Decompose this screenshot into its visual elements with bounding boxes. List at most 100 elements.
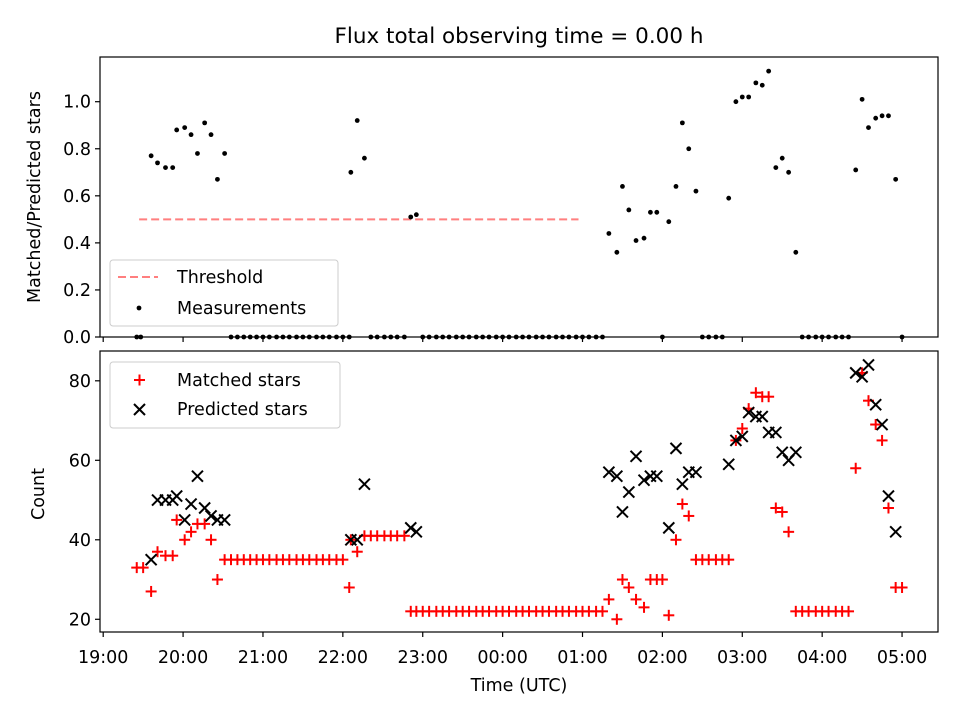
- matched-star-point: [199, 518, 211, 530]
- measurement-point: [746, 94, 752, 100]
- measurement-point: [408, 214, 414, 220]
- top-panel: 0.0 0.2 0.4 0.6 0.8 1.0 Matched/Predicted sta…: [25, 56, 939, 348]
- measurement-point: [893, 176, 899, 182]
- top-y-tick-label: 0.4: [63, 234, 91, 254]
- measurement-point: [686, 146, 692, 152]
- matched-star-point: [843, 605, 855, 617]
- measurement-point: [148, 153, 154, 159]
- predicted-star-point: [616, 505, 629, 519]
- measurement-point: [195, 151, 200, 156]
- top-y-tick-label: 0.6: [63, 187, 91, 207]
- measurement-point: [163, 165, 168, 170]
- predicted-star-point: [849, 366, 862, 380]
- x-tick-label: 20:00: [158, 648, 208, 668]
- predicted-star-point: [869, 398, 882, 411]
- top-axes-frame: [99, 56, 939, 338]
- measurement-point: [170, 165, 176, 170]
- predicted-star-point: [404, 521, 417, 535]
- measurement-point: [620, 184, 625, 189]
- measurement-point: [155, 160, 160, 166]
- measurement-point: [222, 151, 228, 156]
- predicted-star-point: [789, 446, 803, 459]
- matched-star-point: [179, 534, 191, 546]
- measurement-point: [886, 113, 891, 119]
- top-y-axis: 0.0 0.2 0.4 0.6 0.8 1.0: [63, 93, 100, 348]
- legend-measurements-label: Measurements: [177, 299, 306, 319]
- matched-star-point: [167, 550, 179, 562]
- predicted-star-point: [602, 466, 616, 479]
- matched-star-point: [596, 605, 608, 617]
- predicted-star-point: [889, 525, 902, 539]
- bottom-legend: Matched stars Predicted stars: [109, 361, 341, 429]
- bottom-y-tick-label: 60: [69, 451, 91, 471]
- predicted-star-point: [184, 497, 198, 511]
- bottom-y-axis: 20 40 60 80: [69, 372, 100, 630]
- predicted-star-point: [756, 410, 769, 423]
- matched-star-point: [351, 546, 363, 558]
- chart-title: Flux total observing time = 0.00 h: [335, 24, 704, 49]
- matched-star-point: [723, 554, 735, 566]
- measurement-point: [873, 115, 879, 121]
- predicted-star-point: [776, 446, 789, 459]
- predicted-star-point: [637, 473, 651, 487]
- matched-star-point: [603, 593, 615, 605]
- matched-star-point: [611, 613, 623, 625]
- predicted-star-point: [610, 469, 624, 483]
- legend-predicted-swatch: [133, 403, 146, 416]
- measurement-point: [654, 209, 660, 215]
- x-tick-label: 23:00: [398, 648, 448, 668]
- measurement-point: [633, 238, 639, 243]
- measurement-point: [174, 127, 180, 133]
- predicted-star-point: [622, 485, 636, 499]
- measurement-point: [648, 209, 653, 215]
- top-y-tick-label: 1.0: [63, 93, 91, 113]
- measurement-point: [859, 96, 865, 102]
- matched-star-point: [776, 506, 788, 518]
- legend-threshold-label: Threshold: [176, 268, 263, 288]
- predicted-star-point: [862, 358, 875, 372]
- x-tick-label: 00:00: [477, 648, 527, 668]
- x-tick-label: 21:00: [238, 648, 288, 668]
- measurement-point: [779, 155, 785, 161]
- matched-star-point: [750, 387, 762, 399]
- x-axis-label: Time (UTC): [470, 676, 568, 696]
- top-y-tick-label: 0.2: [63, 281, 91, 301]
- measurement-point: [793, 249, 799, 255]
- measurement-point: [753, 80, 759, 86]
- predicted-star-point: [410, 525, 423, 539]
- measurement-point: [679, 120, 685, 126]
- measurement-point: [733, 99, 739, 105]
- predicted-star-point: [669, 442, 683, 455]
- measurement-point: [188, 132, 194, 138]
- predicted-star-point: [204, 509, 218, 523]
- matched-star-point: [398, 530, 410, 542]
- measurement-point: [879, 113, 885, 119]
- matched-star-point: [736, 423, 748, 435]
- matched-star-point: [850, 462, 862, 474]
- bottom-panel: 20 40 60 80 19:00 20:00 21:00 22:00 23:00 00:00 0…: [29, 350, 939, 696]
- predicted-star-point: [676, 477, 689, 491]
- matched-star-point: [211, 574, 223, 586]
- measurement-point: [614, 249, 620, 255]
- legend-measurements-swatch: [136, 305, 142, 311]
- matched-star-point: [638, 601, 650, 613]
- matched-star-point: [663, 609, 675, 621]
- legend-matched-label: Matched stars: [177, 371, 301, 391]
- matched-star-point: [343, 581, 355, 593]
- predicted-star-point: [875, 418, 889, 431]
- legend-predicted-label: Predicted stars: [177, 400, 308, 420]
- measurement-point: [606, 231, 612, 236]
- predicted-star-point: [729, 434, 743, 447]
- measurement-point: [354, 118, 360, 123]
- x-tick-label: 05:00: [877, 648, 927, 668]
- measurement-point: [182, 125, 188, 130]
- bottom-y-tick-label: 40: [69, 531, 91, 551]
- bottom-legend-box: [109, 361, 341, 429]
- matched-star-point: [683, 510, 695, 522]
- measurement-point: [739, 94, 745, 100]
- top-legend-box: [109, 259, 339, 327]
- predicted-star-point: [882, 489, 895, 503]
- x-tick-label: 22:00: [318, 648, 368, 668]
